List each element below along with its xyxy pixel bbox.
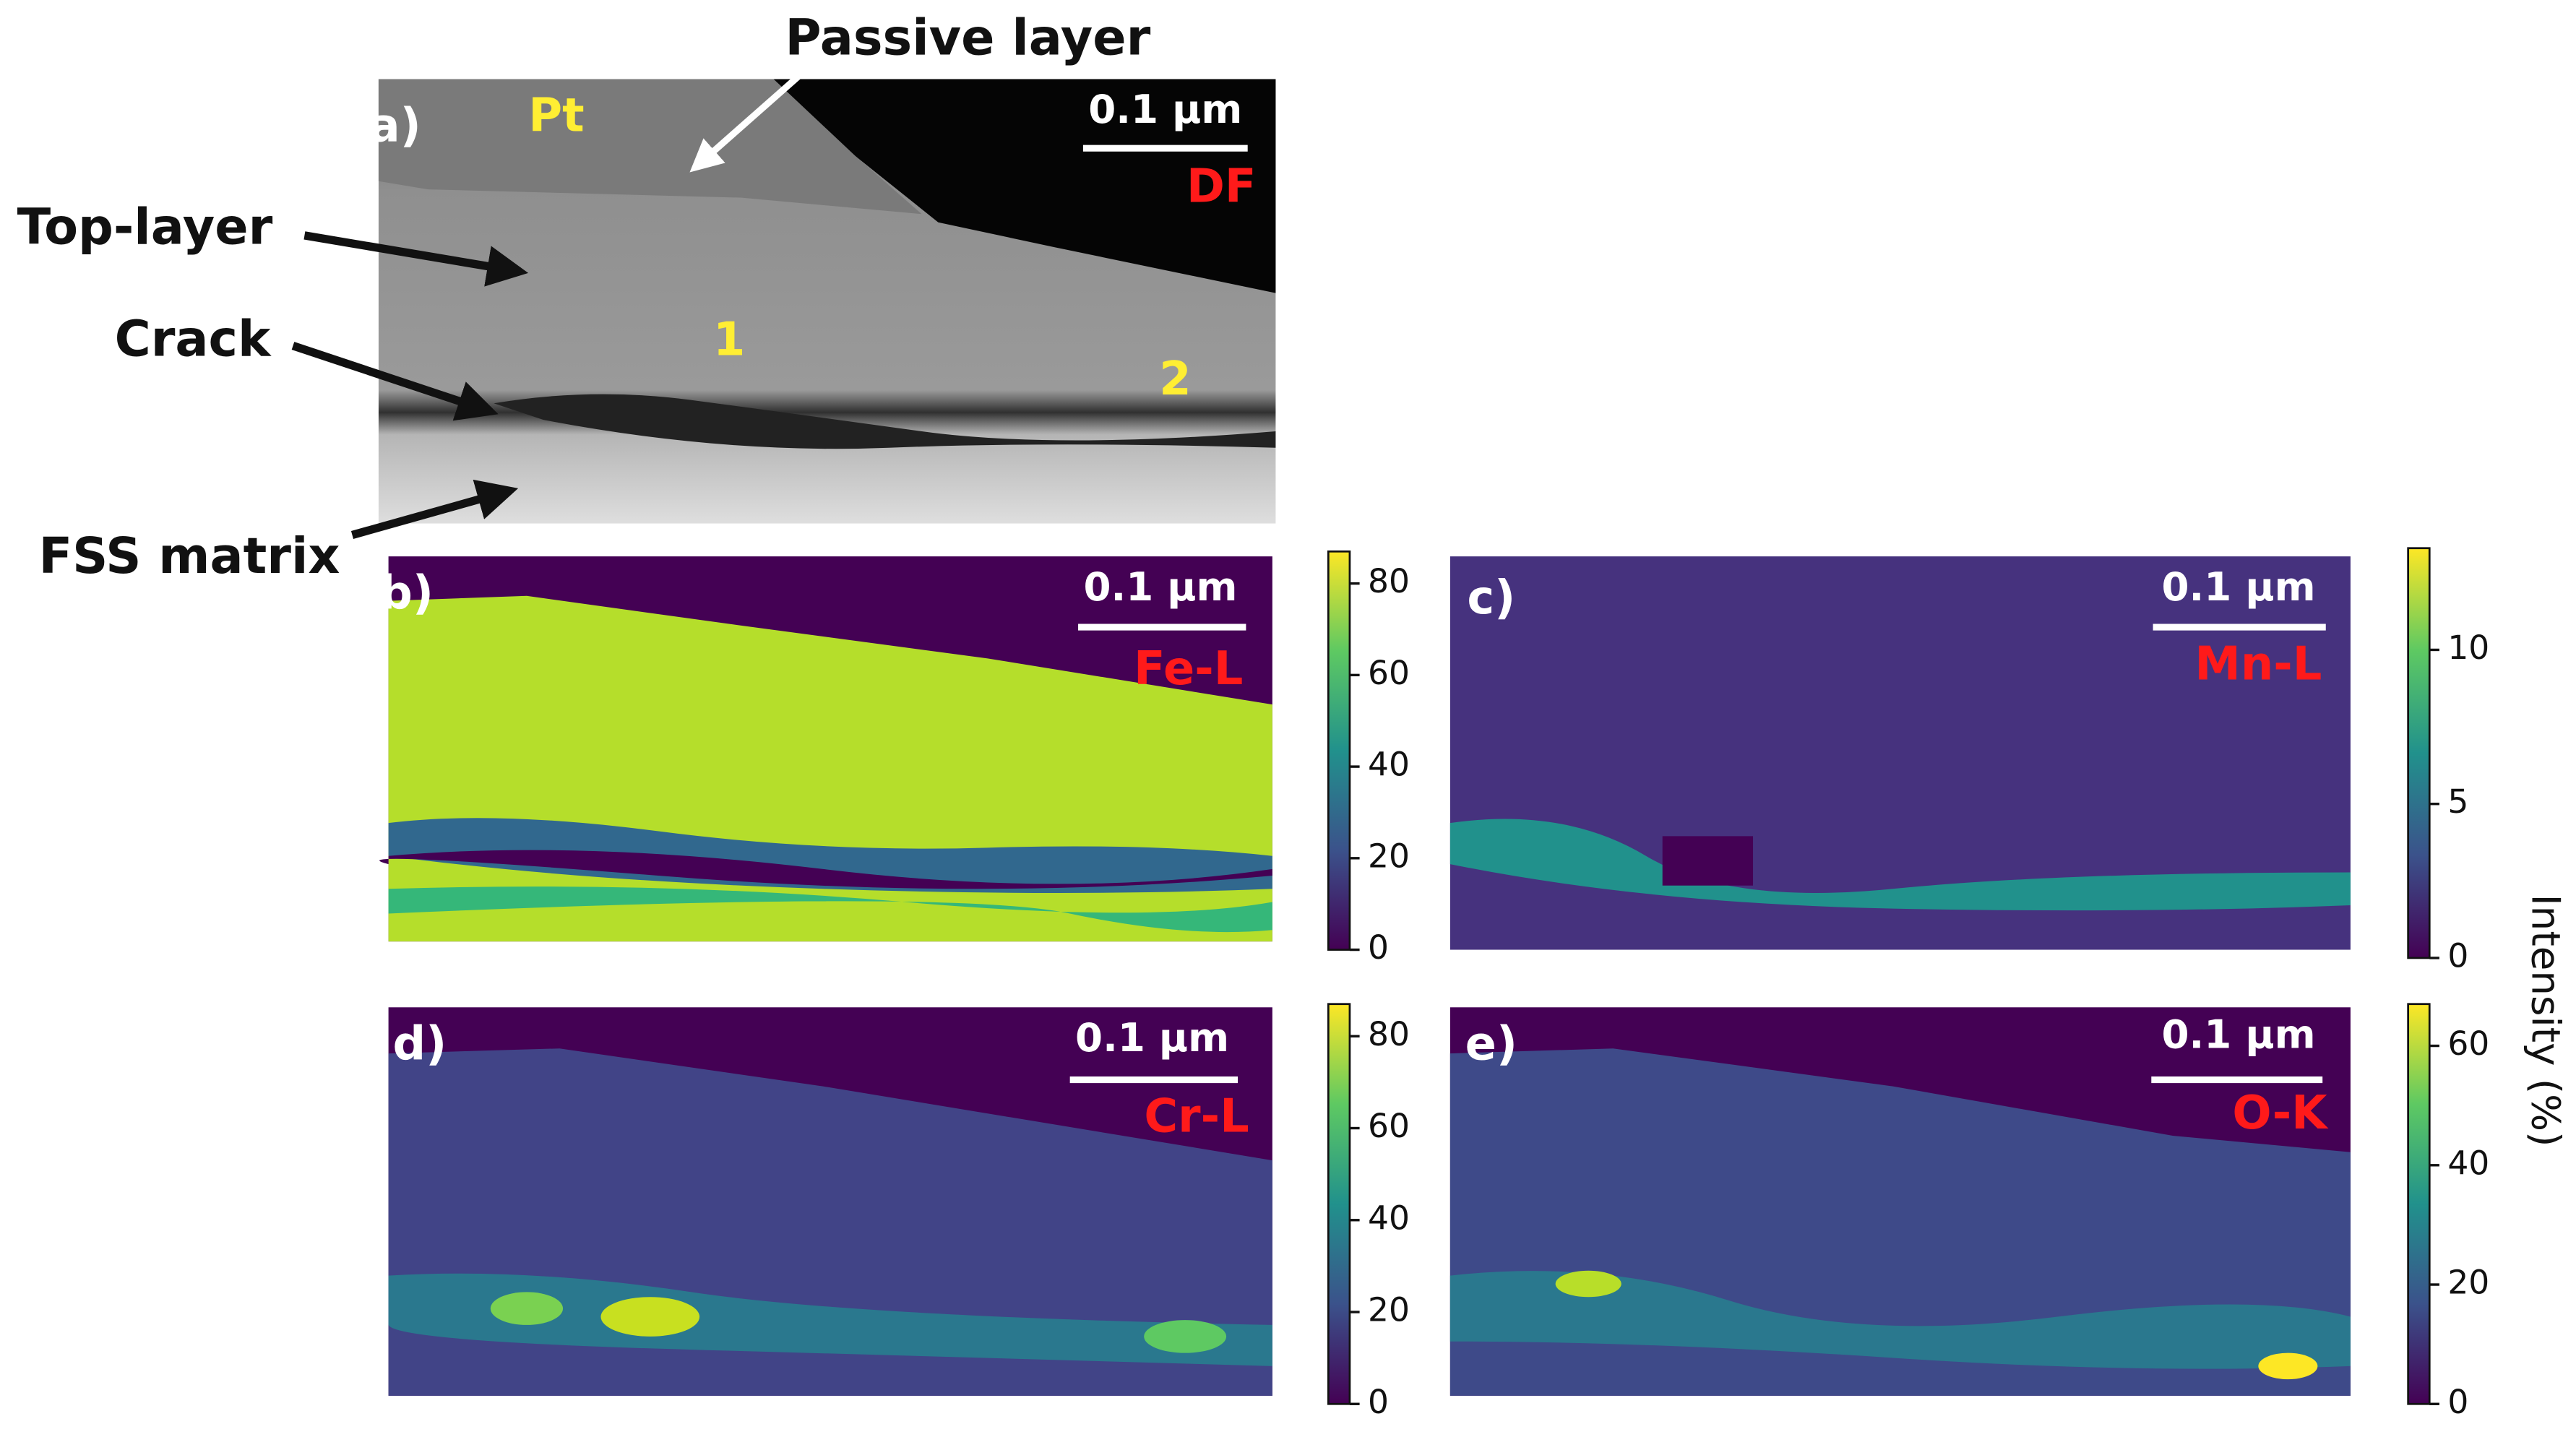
colorbar-tick-label: 0 [1368,1383,1389,1421]
colorbar [2407,547,2431,959]
panel-label: d) [392,1018,447,1071]
signal-label: Mn-L [2194,637,2322,691]
scale-bar-label: 0.1 µm [1075,1014,1229,1061]
colorbar-tick-label: 80 [1368,1015,1410,1053]
signal-label: O-K [2232,1087,2329,1140]
colorbar-tick-label: 0 [2447,1383,2468,1421]
cr-map [388,1007,1272,1396]
signal-label: Cr-L [1144,1090,1249,1144]
arrow [303,231,529,287]
colorbar-tick-label: 20 [2447,1264,2489,1302]
colorbar-tick-label: 60 [1368,1107,1410,1145]
colorbar-tick-label: 20 [1368,1291,1410,1329]
colorbar-tick-label: 80 [1368,562,1410,600]
colorbar-tick-label: 40 [1368,746,1410,784]
colorbar [1327,550,1351,951]
colorbar-tick-label: 60 [1368,654,1410,692]
colorbar [2407,1003,2431,1405]
colorbar-tick-label: 0 [1368,928,1389,967]
scale-bar-label: 0.1 µm [1083,564,1237,610]
scale-bar-label: 0.1 µm [2162,564,2316,610]
colorbar-tick-label: 10 [2447,629,2489,667]
scale-bar-label: 0.1 µm [1088,86,1242,132]
arrow [350,479,519,539]
signal-label: DF [1186,160,1257,214]
panel-label: a) [369,99,421,152]
colorbar-tick-label: 40 [1368,1199,1410,1237]
panel-label: e) [1465,1018,1517,1071]
panel-label: c) [1467,571,1515,625]
annotation: Top-layer [17,199,273,256]
colorbar-tick-label: 60 [2447,1024,2489,1063]
colorbar-label: Intensity (%) [2523,894,2569,1147]
colorbar-tick-label: 5 [2447,782,2468,821]
o-map [1449,1007,2351,1396]
panel-label: b) [379,566,434,620]
mn-map [1449,556,2351,950]
marker: 1 [713,314,745,367]
colorbar [1327,1003,1351,1405]
annotation: Crack [115,311,272,368]
colorbar-tick-label: 0 [2447,936,2468,975]
annotation: Passive layer [785,10,1151,67]
arrow [689,66,809,173]
signal-label: Fe-L [1134,642,1243,696]
annotation: FSS matrix [38,528,340,585]
marker: Pt [528,90,584,143]
colorbar-tick-label: 20 [1368,837,1410,875]
df-image [378,79,1276,524]
fe-map [379,556,1272,942]
scale-bar-label: 0.1 µm [2162,1011,2316,1057]
arrow [291,342,499,421]
marker: 2 [1159,353,1191,406]
colorbar-tick-label: 40 [2447,1144,2489,1182]
